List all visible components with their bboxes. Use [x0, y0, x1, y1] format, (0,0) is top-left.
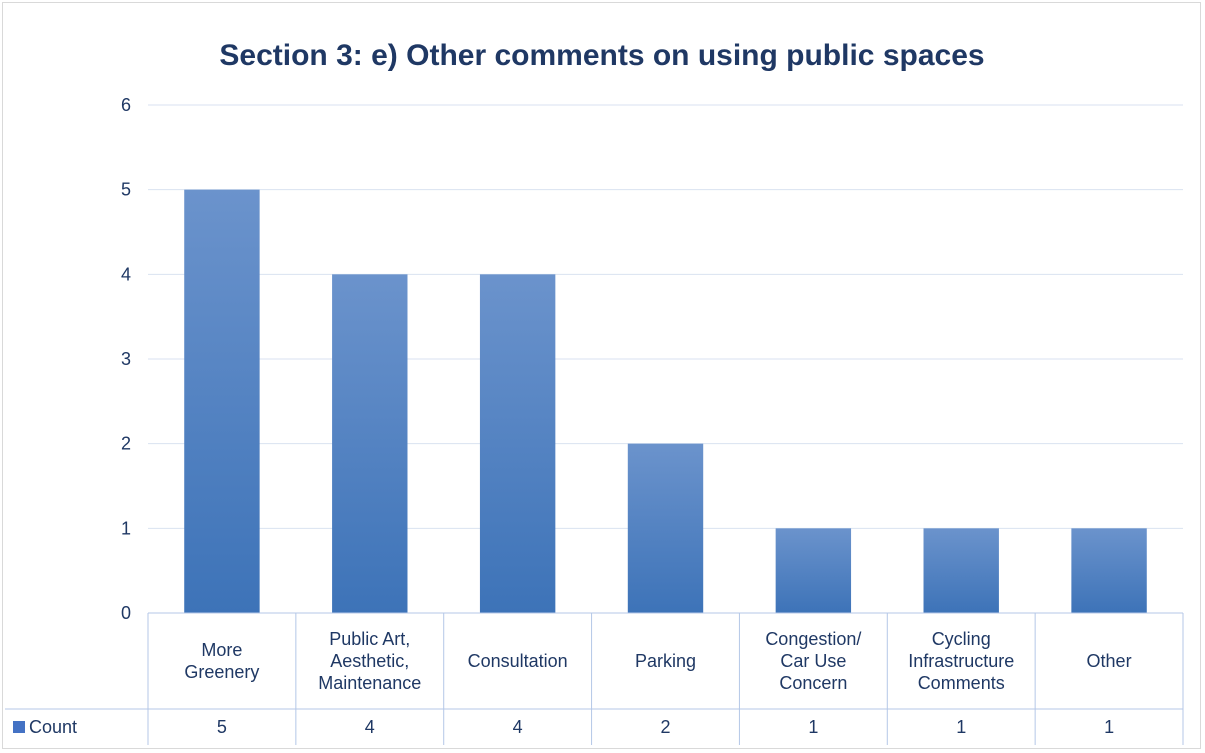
y-tick-label: 2 [121, 434, 131, 454]
data-table-value: 1 [808, 717, 818, 737]
bar [923, 528, 999, 613]
data-table-value: 4 [365, 717, 375, 737]
y-tick-label: 6 [121, 95, 131, 115]
data-table-value: 1 [1104, 717, 1114, 737]
data-table-value: 2 [660, 717, 670, 737]
legend-key [13, 721, 25, 733]
y-tick-label: 1 [121, 518, 131, 538]
bar [775, 528, 852, 613]
y-tick-label: 3 [121, 349, 131, 369]
gridlines [148, 104, 1183, 529]
data-table-value: 1 [956, 717, 966, 737]
category-label: Parking [635, 651, 696, 671]
bar [1071, 528, 1147, 613]
bar [627, 443, 704, 613]
bar [479, 274, 556, 613]
data-table: More Greenery Public Art, Aesthetic, Mainten… [5, 612, 1184, 745]
y-axis: 0 1 2 3 4 5 6 [121, 95, 131, 623]
bars [184, 189, 1147, 613]
data-table-value: 4 [513, 717, 523, 737]
category-label: Cycling Infrastructure Comments [908, 629, 1014, 693]
bar [184, 189, 260, 613]
bar-chart: Section 3: e) Other comments on using pu… [5, 39, 1184, 745]
chart-title: Section 3: e) Other comments on using pu… [219, 39, 984, 72]
y-tick-label: 0 [121, 603, 131, 623]
category-label: Other [1087, 651, 1132, 671]
data-table-value: 5 [217, 717, 227, 737]
series-name-label: Count [29, 717, 77, 737]
category-label: Consultation [468, 651, 568, 671]
category-label: Congestion/Car Use Concern [765, 629, 861, 693]
category-label: More Greenery [184, 640, 259, 682]
bar [332, 274, 408, 613]
category-label: Public Art, Aesthetic, Maintenance [318, 629, 421, 693]
y-tick-label: 4 [121, 264, 131, 284]
y-tick-label: 5 [121, 180, 131, 200]
